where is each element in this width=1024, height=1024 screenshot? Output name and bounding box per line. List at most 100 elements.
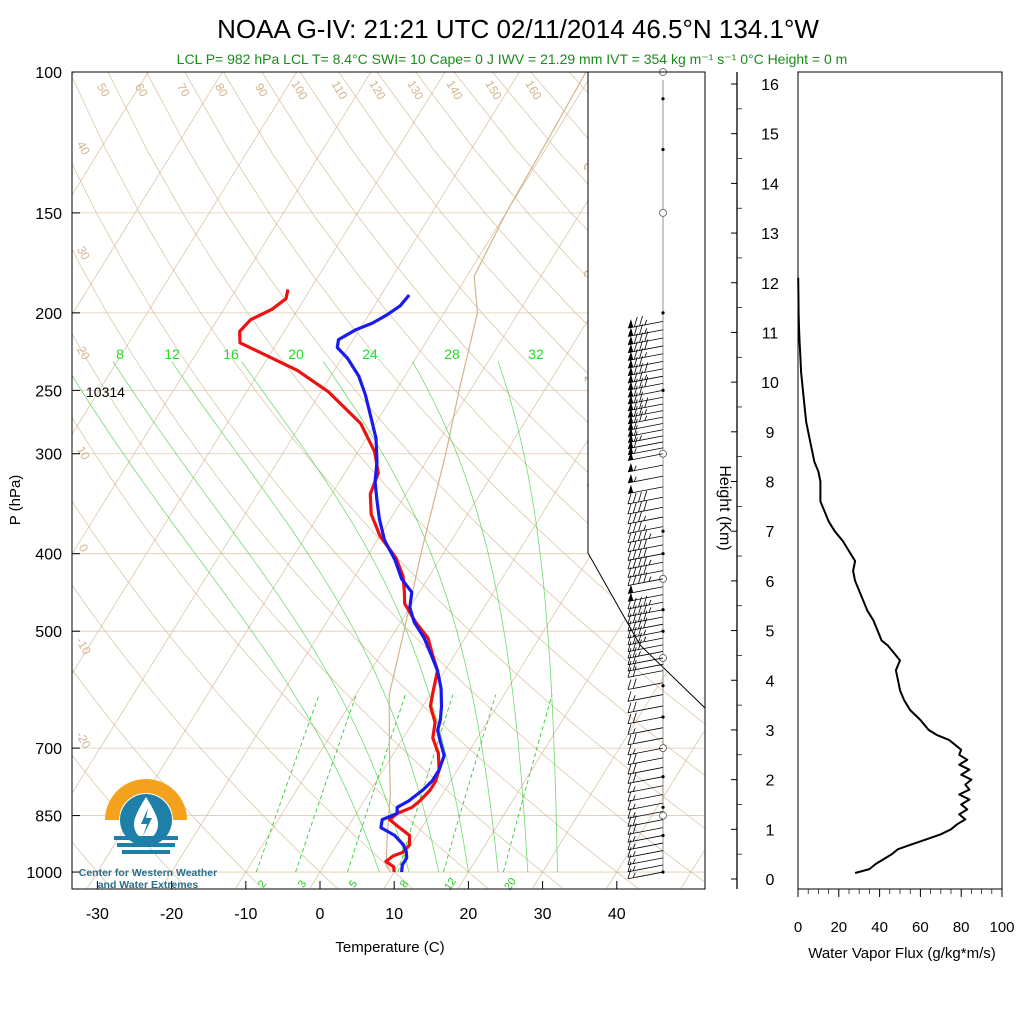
isotherm-line	[531, 609, 705, 889]
wind-barb-feather	[633, 378, 638, 389]
wind-barb-feather	[632, 512, 637, 523]
lightning-icon	[141, 808, 152, 836]
wind-barb-feather	[633, 316, 638, 328]
dry-adiabat	[72, 754, 188, 889]
wind-barb	[627, 425, 664, 437]
wind-barb	[627, 632, 664, 646]
wind-barb	[627, 724, 664, 735]
height-tick-label: 0	[766, 872, 775, 889]
wind-barb-feather	[627, 493, 632, 505]
wind-barb	[627, 331, 664, 346]
wind-barb	[627, 791, 664, 802]
wind-barb-staff	[627, 410, 664, 418]
wind-barb-staff	[627, 757, 664, 766]
wind-barb	[627, 653, 664, 666]
height-tick-label: 14	[761, 176, 779, 193]
height-axis-label: Height (Km)	[716, 465, 733, 550]
y-tick-label: 850	[35, 809, 62, 826]
wind-barb	[627, 384, 664, 398]
wind-barb-staff	[627, 396, 664, 405]
wind-barb-feather	[632, 733, 637, 744]
wind-barb-pennant	[627, 592, 634, 602]
wind-barb-feather	[638, 573, 642, 584]
wind-barb-pennant	[627, 408, 634, 418]
wind-barb-feather	[632, 612, 637, 623]
wind-barb-pennant	[627, 462, 634, 472]
moist-adiabat-label: 8	[116, 346, 124, 362]
wind-barb-feather	[643, 555, 648, 567]
y-tick-label: 150	[35, 206, 62, 223]
sounding-level-marker	[659, 811, 667, 820]
wind-barb-staff	[627, 842, 664, 851]
height-tick-label: 15	[761, 127, 779, 144]
y-tick-label: 500	[35, 624, 62, 641]
temperature-line	[238, 289, 441, 873]
wind-barb	[627, 701, 664, 714]
annotation-10314: 10314	[86, 384, 125, 400]
wind-barb-feather	[638, 639, 642, 650]
adiabat-label: 140	[443, 78, 465, 103]
moist-adiabat-label: 32	[528, 346, 544, 362]
isotherm-line	[457, 489, 705, 889]
wind-barb-staff	[627, 586, 664, 594]
wind-barb-staff	[627, 345, 664, 354]
wind-barb-feather	[633, 399, 638, 410]
x-tick-label: -20	[160, 906, 183, 923]
wind-barb-feather	[638, 521, 642, 532]
wind-barb-staff	[627, 682, 664, 690]
dry-adiabat	[72, 416, 489, 889]
wind-barb-staff	[627, 553, 664, 561]
mixing-ratio-line	[397, 694, 454, 873]
wind-barb-feather	[633, 425, 638, 436]
wind-barb-feather	[632, 678, 637, 689]
adiabat-label: 120	[366, 78, 388, 103]
wind-barb-feather	[639, 391, 643, 402]
wind-barb-feather	[639, 398, 643, 409]
wind-barb-staff	[627, 506, 664, 515]
wind-barb-feather	[639, 377, 643, 388]
wind-barb-staff	[627, 670, 664, 678]
wind-barb-feather	[632, 566, 637, 577]
wind-barb	[627, 647, 664, 659]
wind-barb-pennant	[627, 335, 634, 345]
wind-barb-feather	[627, 627, 632, 639]
wind-barb	[627, 839, 664, 851]
x-tick-label: 0	[316, 906, 325, 923]
moist-adiabat-label: 16	[223, 346, 239, 362]
dry-adiabat	[299, 72, 705, 529]
wind-barb-pennant	[627, 427, 634, 437]
wind-barb-feather	[644, 397, 649, 408]
wind-barb-half-feather	[644, 352, 648, 358]
wind-barb-feather	[632, 712, 637, 723]
wind-barb-feather	[627, 634, 632, 645]
y-tick-label: 200	[35, 306, 62, 323]
wind-barb-pennant	[627, 343, 634, 353]
wind-barb-staff	[627, 767, 664, 775]
wind-barb-staff	[627, 747, 664, 756]
mixing-ratio-line	[255, 694, 320, 873]
moist-adiabat	[72, 374, 380, 873]
wind-barb-half-feather	[643, 515, 647, 521]
wind-barb-feather	[632, 540, 637, 551]
wind-barb-feather	[632, 815, 637, 826]
wind-barb-pennant	[627, 351, 634, 361]
wvf-profile-line	[797, 277, 973, 874]
adiabat-label: 110	[329, 78, 351, 102]
wind-barb-feather	[627, 791, 632, 802]
wind-barb-staff	[627, 544, 664, 553]
wind-barb-feather	[627, 503, 632, 515]
moist-adiabat	[497, 361, 558, 872]
wind-barb	[627, 555, 664, 570]
wind-barb-staff	[627, 516, 664, 525]
wind-barb-feather	[643, 529, 648, 540]
wind-barb-feather	[639, 324, 643, 335]
wind-barb-staff	[627, 601, 664, 610]
wind-barb-half-feather	[632, 812, 636, 818]
wind-barb-feather	[627, 724, 632, 735]
wind-barb-staff	[627, 361, 664, 369]
wind-barb-feather	[644, 362, 649, 373]
wind-barb-staff	[627, 535, 664, 543]
mixing-ratio-line	[443, 694, 497, 873]
wind-barb-half-feather	[643, 525, 647, 531]
wind-barb	[627, 847, 664, 858]
